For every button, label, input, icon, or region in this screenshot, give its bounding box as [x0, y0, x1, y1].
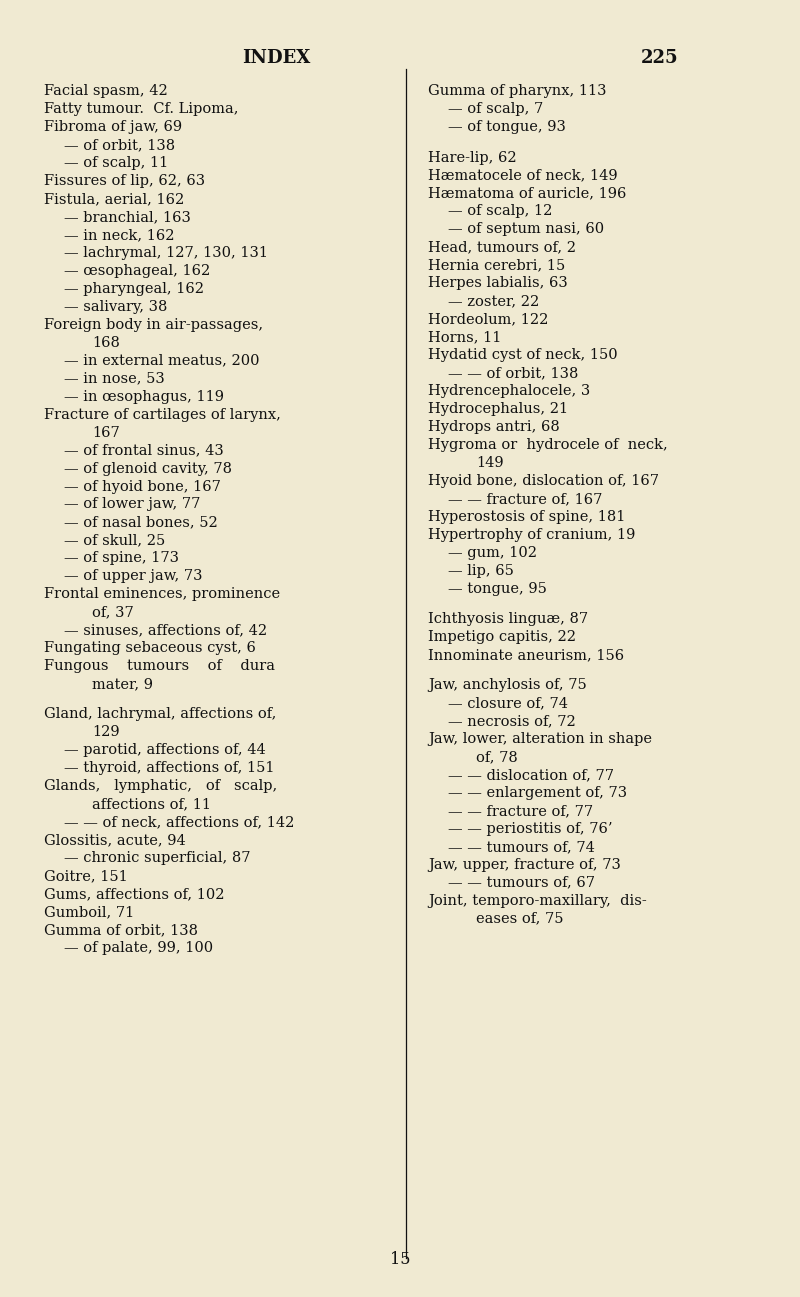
Text: Innominate aneurism, 156: Innominate aneurism, 156 [428, 648, 624, 661]
Text: — parotid, affections of, 44: — parotid, affections of, 44 [64, 743, 266, 757]
Text: Jaw, upper, fracture of, 73: Jaw, upper, fracture of, 73 [428, 857, 621, 872]
Text: Hæmatocele of neck, 149: Hæmatocele of neck, 149 [428, 169, 618, 183]
Text: Fissures of lip, 62, 63: Fissures of lip, 62, 63 [44, 174, 205, 188]
Text: — — enlargement of, 73: — — enlargement of, 73 [448, 786, 627, 800]
Text: 129: 129 [92, 725, 120, 739]
Text: Foreign body in air-passages,: Foreign body in air-passages, [44, 318, 263, 332]
Text: — sinuses, affections of, 42: — sinuses, affections of, 42 [64, 624, 267, 637]
Text: Frontal eminences, prominence: Frontal eminences, prominence [44, 588, 280, 602]
Text: — gum, 102: — gum, 102 [448, 546, 537, 560]
Text: — salivary, 38: — salivary, 38 [64, 300, 167, 314]
Text: Hordeolum, 122: Hordeolum, 122 [428, 313, 548, 326]
Text: Joint, temporo-maxillary,  dis-: Joint, temporo-maxillary, dis- [428, 894, 646, 908]
Text: Hyperostosis of spine, 181: Hyperostosis of spine, 181 [428, 510, 626, 524]
Text: Ichthyosis linguæ, 87: Ichthyosis linguæ, 87 [428, 612, 588, 626]
Text: Hygroma or  hydrocele of  neck,: Hygroma or hydrocele of neck, [428, 438, 668, 451]
Text: 167: 167 [92, 425, 120, 440]
Text: — of palate, 99, 100: — of palate, 99, 100 [64, 940, 213, 955]
Text: 225: 225 [641, 49, 679, 67]
Text: Gland, lachrymal, affections of,: Gland, lachrymal, affections of, [44, 707, 276, 721]
Text: Gums, affections of, 102: Gums, affections of, 102 [44, 887, 225, 901]
Text: — of orbit, 138: — of orbit, 138 [64, 139, 175, 152]
Text: Herpes labialis, 63: Herpes labialis, 63 [428, 276, 568, 291]
Text: Gumma of orbit, 138: Gumma of orbit, 138 [44, 923, 198, 936]
Text: Hyoid bone, dislocation of, 167: Hyoid bone, dislocation of, 167 [428, 473, 659, 488]
Text: Horns, 11: Horns, 11 [428, 331, 502, 344]
Text: Gumboil, 71: Gumboil, 71 [44, 905, 134, 920]
Text: — lachrymal, 127, 130, 131: — lachrymal, 127, 130, 131 [64, 246, 268, 259]
Text: Fungating sebaceous cyst, 6: Fungating sebaceous cyst, 6 [44, 641, 256, 655]
Text: — — periostitis of, 76’: — — periostitis of, 76’ [448, 822, 613, 835]
Text: — closure of, 74: — closure of, 74 [448, 696, 568, 709]
Text: — of upper jaw, 73: — of upper jaw, 73 [64, 569, 202, 584]
Text: 149: 149 [476, 457, 504, 470]
Text: — chronic superficial, 87: — chronic superficial, 87 [64, 851, 250, 865]
Text: eases of, 75: eases of, 75 [476, 912, 563, 926]
Text: Hydrocephalus, 21: Hydrocephalus, 21 [428, 402, 568, 416]
Text: — — fracture of, 77: — — fracture of, 77 [448, 804, 593, 818]
Text: Hydrops antri, 68: Hydrops antri, 68 [428, 420, 560, 434]
Text: Glossitis, acute, 94: Glossitis, acute, 94 [44, 833, 186, 847]
Text: Hydrencephalocele, 3: Hydrencephalocele, 3 [428, 384, 590, 398]
Text: — of glenoid cavity, 78: — of glenoid cavity, 78 [64, 462, 232, 476]
Text: — of septum nasi, 60: — of septum nasi, 60 [448, 222, 604, 236]
Text: Jaw, anchylosis of, 75: Jaw, anchylosis of, 75 [428, 678, 586, 693]
Text: — in neck, 162: — in neck, 162 [64, 228, 174, 243]
Text: Hæmatoma of auricle, 196: Hæmatoma of auricle, 196 [428, 187, 626, 201]
Text: — of nasal bones, 52: — of nasal bones, 52 [64, 515, 218, 529]
Text: — branchial, 163: — branchial, 163 [64, 210, 191, 224]
Text: — in external meatus, 200: — in external meatus, 200 [64, 354, 259, 368]
Text: — — of orbit, 138: — — of orbit, 138 [448, 366, 578, 380]
Text: — of scalp, 11: — of scalp, 11 [64, 156, 168, 170]
Text: — lip, 65: — lip, 65 [448, 564, 514, 577]
Text: — necrosis of, 72: — necrosis of, 72 [448, 715, 576, 728]
Text: Hernia cerebri, 15: Hernia cerebri, 15 [428, 258, 566, 272]
Text: — of skull, 25: — of skull, 25 [64, 533, 166, 547]
Text: — — tumours of, 67: — — tumours of, 67 [448, 875, 595, 890]
Text: Hydatid cyst of neck, 150: Hydatid cyst of neck, 150 [428, 348, 618, 362]
Text: Gumma of pharynx, 113: Gumma of pharynx, 113 [428, 84, 606, 99]
Text: Fatty tumour.  Cf. Lipoma,: Fatty tumour. Cf. Lipoma, [44, 102, 238, 117]
Text: Glands,   lymphatic,   of   scalp,: Glands, lymphatic, of scalp, [44, 779, 278, 794]
Text: Fibroma of jaw, 69: Fibroma of jaw, 69 [44, 121, 182, 134]
Text: 168: 168 [92, 336, 120, 350]
Text: — œsophageal, 162: — œsophageal, 162 [64, 265, 210, 278]
Text: — — of neck, affections of, 142: — — of neck, affections of, 142 [64, 816, 294, 829]
Text: — of scalp, 7: — of scalp, 7 [448, 102, 543, 117]
Text: Fracture of cartilages of larynx,: Fracture of cartilages of larynx, [44, 407, 281, 422]
Text: — — dislocation of, 77: — — dislocation of, 77 [448, 768, 614, 782]
Text: — of tongue, 93: — of tongue, 93 [448, 121, 566, 134]
Text: Fungous    tumours    of    dura: Fungous tumours of dura [44, 659, 275, 673]
Text: of, 37: of, 37 [92, 606, 134, 619]
Text: Head, tumours of, 2: Head, tumours of, 2 [428, 240, 576, 254]
Text: affections of, 11: affections of, 11 [92, 798, 211, 811]
Text: — in œsophagus, 119: — in œsophagus, 119 [64, 389, 224, 403]
Text: — — fracture of, 167: — — fracture of, 167 [448, 492, 602, 506]
Text: Jaw, lower, alteration in shape: Jaw, lower, alteration in shape [428, 732, 652, 746]
Text: — thyroid, affections of, 151: — thyroid, affections of, 151 [64, 761, 274, 776]
Text: — of scalp, 12: — of scalp, 12 [448, 205, 552, 218]
Text: of, 78: of, 78 [476, 750, 518, 764]
Text: — of frontal sinus, 43: — of frontal sinus, 43 [64, 444, 224, 458]
Text: Hypertrophy of cranium, 19: Hypertrophy of cranium, 19 [428, 528, 635, 542]
Text: — of lower jaw, 77: — of lower jaw, 77 [64, 498, 200, 511]
Text: Hare-lip, 62: Hare-lip, 62 [428, 150, 517, 165]
Text: — of spine, 173: — of spine, 173 [64, 551, 179, 565]
Text: — — tumours of, 74: — — tumours of, 74 [448, 840, 595, 853]
Text: Fistula, aerial, 162: Fistula, aerial, 162 [44, 192, 184, 206]
Text: — tongue, 95: — tongue, 95 [448, 581, 547, 595]
Text: — zoster, 22: — zoster, 22 [448, 294, 539, 309]
Text: mater, 9: mater, 9 [92, 677, 153, 691]
Text: — of hyoid bone, 167: — of hyoid bone, 167 [64, 480, 221, 493]
Text: — in nose, 53: — in nose, 53 [64, 372, 165, 385]
Text: Impetigo capitis, 22: Impetigo capitis, 22 [428, 630, 576, 643]
Text: 15: 15 [390, 1252, 410, 1268]
Text: INDEX: INDEX [242, 49, 310, 67]
Text: — pharyngeal, 162: — pharyngeal, 162 [64, 281, 204, 296]
Text: Goitre, 151: Goitre, 151 [44, 869, 128, 883]
Text: Facial spasm, 42: Facial spasm, 42 [44, 84, 168, 99]
